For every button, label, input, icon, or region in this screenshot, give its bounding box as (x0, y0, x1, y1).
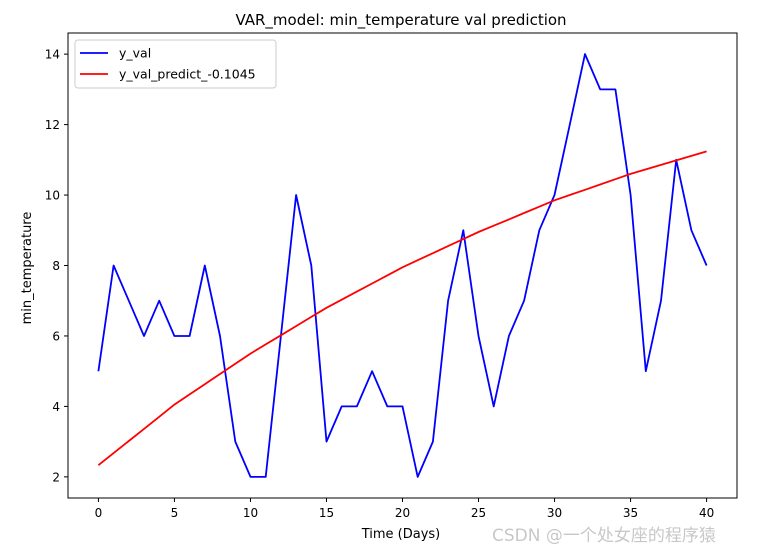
y-tick-label: 10 (45, 189, 60, 203)
x-tick-label: 10 (243, 506, 258, 520)
y-tick-label: 4 (52, 400, 60, 414)
legend-label: y_val (119, 46, 151, 61)
x-tick-label: 5 (171, 506, 179, 520)
x-tick-label: 40 (699, 506, 714, 520)
legend-box (74, 39, 277, 89)
x-tick-label: 0 (95, 506, 103, 520)
y-tick-label: 2 (52, 470, 60, 484)
x-tick-label: 25 (471, 506, 486, 520)
legend-label: y_val_predict_-0.1045 (119, 67, 256, 82)
x-tick-label: 15 (319, 506, 334, 520)
x-tick-label: 20 (395, 506, 410, 520)
x-tick-label: 30 (547, 506, 562, 520)
y-tick-label: 8 (52, 259, 60, 273)
x-axis-label: Time (Days) (361, 527, 441, 542)
chart-title: VAR_model: min_temperature val predictio… (235, 11, 566, 30)
y-tick-label: 6 (52, 329, 60, 343)
y-axis-label: min_temperature (20, 212, 35, 325)
plot-area: 0 5 10 15 20 25 30 35 40 2 4 6 8 10 12 14 y_val y_val_pre… (45, 32, 738, 520)
series-line-y_val_predict_-0.1045 (97, 150, 707, 466)
watermark: CSDN @一个处女座的程序猿 (492, 526, 716, 546)
y-tick-label: 12 (45, 118, 60, 132)
series-line-y_val (97, 53, 708, 478)
x-tick-label: 35 (623, 506, 638, 520)
y-tick-label: 14 (45, 48, 60, 62)
